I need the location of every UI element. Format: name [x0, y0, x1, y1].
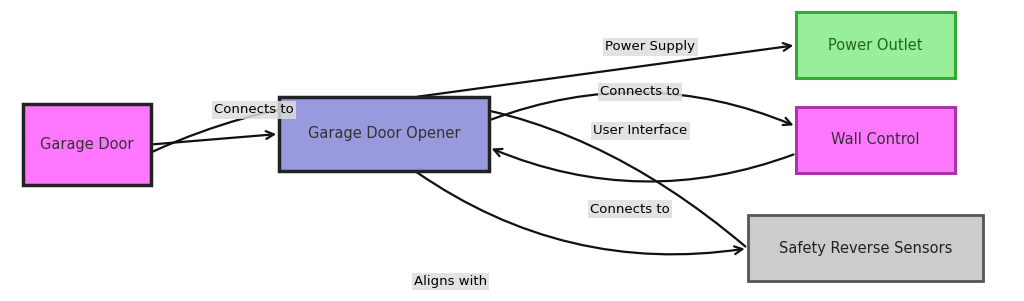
Text: Garage Door: Garage Door [40, 137, 134, 152]
Text: Connects to: Connects to [214, 103, 294, 116]
Text: Power Supply: Power Supply [605, 40, 695, 53]
FancyBboxPatch shape [24, 104, 152, 185]
Text: Connects to: Connects to [590, 203, 670, 216]
Text: Connects to: Connects to [600, 85, 680, 98]
FancyBboxPatch shape [797, 12, 954, 78]
Text: Wall Control: Wall Control [831, 132, 920, 147]
Text: User Interface: User Interface [593, 124, 687, 138]
Text: Safety Reverse Sensors: Safety Reverse Sensors [778, 241, 952, 256]
FancyBboxPatch shape [279, 97, 489, 171]
Text: Power Outlet: Power Outlet [828, 38, 923, 53]
Text: Garage Door Opener: Garage Door Opener [308, 126, 460, 141]
FancyBboxPatch shape [797, 107, 954, 173]
Text: Aligns with: Aligns with [414, 275, 487, 288]
FancyBboxPatch shape [748, 215, 983, 281]
